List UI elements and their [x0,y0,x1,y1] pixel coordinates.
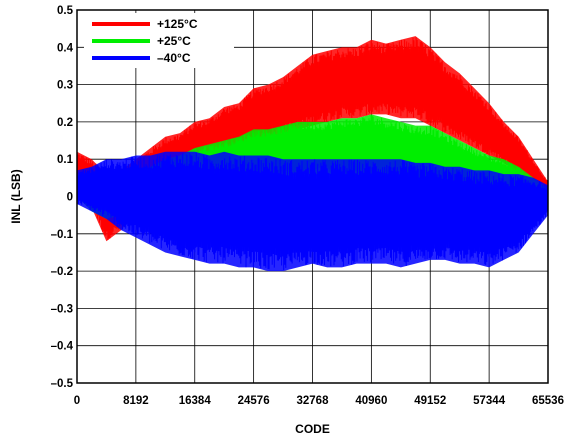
x-tick-label: 0 [74,395,80,407]
x-tick-label: 32768 [297,395,330,407]
y-tick-label: 0.5 [57,5,74,17]
x-tick-label: 24576 [238,395,270,407]
series-trace-125c [76,37,549,240]
legend-label-25c: +25°C [157,34,191,48]
x-tick-label: 57344 [473,395,506,407]
y-tick-labels: –0.5 –0.4 –0.3 –0.2 –0.1 0 0.1 0.2 0.3 0.4 0.5 [51,5,74,390]
y-tick-label: 0.2 [57,117,73,129]
y-tick-label: 0 [67,192,73,204]
x-tick-label: 49152 [414,395,446,407]
y-axis-title: INL (LSB) [9,169,23,223]
y-tick-label: –0.5 [51,378,74,390]
plot-frame [76,9,549,384]
y-tick-label: 0.4 [57,42,74,54]
x-axis-title: CODE [295,422,330,436]
y-tick-label: –0.3 [51,303,73,315]
x-tick-label: 16384 [179,395,212,407]
y-tick-label: –0.4 [51,341,74,353]
x-tick-label: 40960 [355,395,387,407]
x-tick-label: 65536 [532,395,564,407]
x-tick-labels: 0 8192 16384 24576 32768 40960 49152 57344 65536 [74,395,564,407]
y-tick-label: –0.1 [51,229,74,241]
series-trace-minus40c [76,152,549,271]
y-tick-label: –0.2 [51,266,73,278]
legend: +125°C +25°C –40°C [84,13,234,68]
legend-label-125c: +125°C [157,17,198,31]
series-layer [76,36,549,272]
series-minus40c [76,151,549,272]
legend-label-minus40c: –40°C [157,51,191,65]
y-tick-label: 0.3 [57,80,73,92]
x-tick-label: 8192 [123,395,149,407]
y-tick-label: 0.1 [57,154,74,166]
series-125c [76,36,549,242]
